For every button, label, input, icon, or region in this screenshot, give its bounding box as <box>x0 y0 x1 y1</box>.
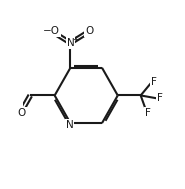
Text: F: F <box>145 108 151 118</box>
Text: F: F <box>157 94 163 104</box>
Text: N: N <box>67 38 74 48</box>
Text: N: N <box>66 120 74 130</box>
Text: O: O <box>18 108 26 118</box>
Text: +: + <box>73 35 79 44</box>
Text: −O: −O <box>43 26 60 36</box>
Text: F: F <box>151 77 157 87</box>
Text: O: O <box>85 26 93 36</box>
